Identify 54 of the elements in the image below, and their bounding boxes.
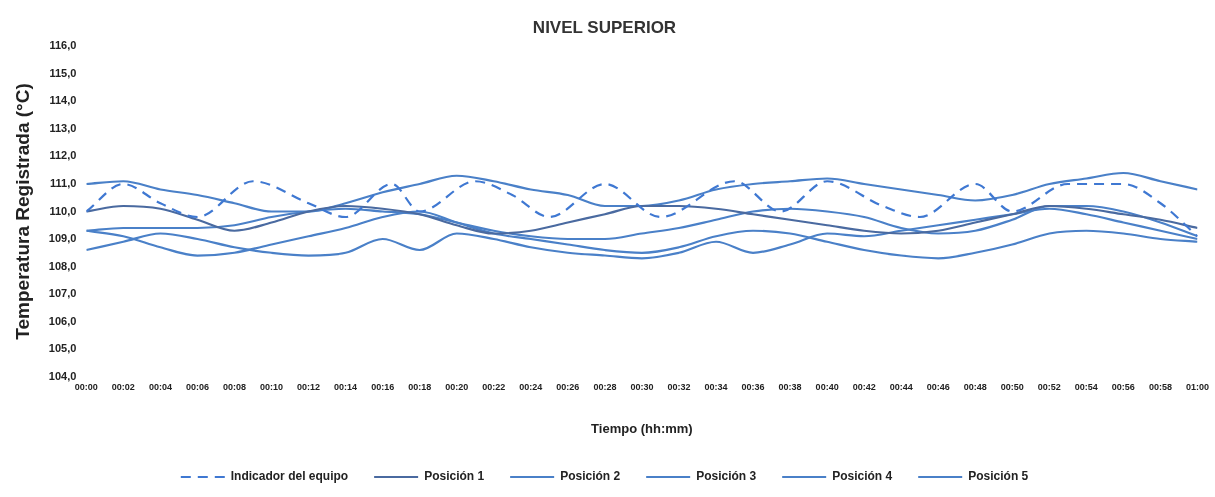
x-tick-label: 00:18 <box>408 382 432 393</box>
x-tick-label: 00:52 <box>1037 382 1061 393</box>
x-tick-label: 00:06 <box>185 382 209 393</box>
x-axis-title: Tiempo (hh:mm) <box>591 420 693 436</box>
y-tick-label: 114,0 <box>49 94 77 107</box>
legend-label: Posición 4 <box>832 469 893 484</box>
y-tick-label: 112,0 <box>49 149 77 162</box>
x-tick-label: 00:22 <box>482 382 506 393</box>
x-tick-label: 00:56 <box>1111 382 1135 393</box>
legend-label: Posición 5 <box>968 469 1029 484</box>
x-tick-label: 00:40 <box>815 382 839 393</box>
x-tick-label: 00:54 <box>1074 382 1098 393</box>
x-tick-label: 00:50 <box>1000 382 1024 393</box>
y-tick-label: 111,0 <box>50 177 77 190</box>
y-tick-label: 115,0 <box>49 66 77 79</box>
chart-title: NIVEL SUPERIOR <box>532 17 677 37</box>
y-tick-label: 105,0 <box>48 342 77 355</box>
x-tick-label: 00:42 <box>852 382 876 393</box>
y-tick-label: 108,0 <box>48 259 77 272</box>
x-tick-label: 00:28 <box>593 382 617 393</box>
x-tick-label: 00:48 <box>963 382 987 393</box>
x-tick-label: 00:30 <box>630 382 654 393</box>
y-tick-label: 110,0 <box>49 204 77 217</box>
x-tick-label: 00:20 <box>445 382 469 393</box>
x-tick-label: 00:02 <box>111 382 135 393</box>
x-tick-label: 00:26 <box>556 382 580 393</box>
y-axis-title: Temperatura Registrada (°C) <box>11 83 33 340</box>
x-tick-label: 00:32 <box>667 382 691 393</box>
legend-label: Posición 1 <box>424 469 485 484</box>
y-tick-label: 104,0 <box>48 369 77 382</box>
x-tick-label: 00:08 <box>222 382 246 393</box>
x-tick-label: 00:36 <box>741 382 765 393</box>
y-tick-label: 107,0 <box>48 287 77 300</box>
y-tick-label: 113,0 <box>49 121 77 134</box>
x-tick-label: 00:00 <box>74 382 98 393</box>
legend-label: Posición 2 <box>560 469 621 484</box>
x-tick-label: 00:46 <box>926 382 950 393</box>
x-tick-label: 00:34 <box>704 382 728 393</box>
x-tick-label: 00:04 <box>148 382 172 393</box>
x-tick-label: 00:24 <box>519 382 543 393</box>
legend-label: Posición 3 <box>696 469 757 484</box>
x-tick-label: 00:14 <box>334 382 358 393</box>
x-tick-label: 00:16 <box>371 382 395 393</box>
x-tick-label: 01:00 <box>1185 382 1210 393</box>
x-tick-label: 00:10 <box>260 382 284 393</box>
line-series <box>86 204 1198 235</box>
x-tick-label: 00:38 <box>778 382 802 393</box>
x-tick-label: 00:44 <box>889 382 913 393</box>
y-tick-label: 116,0 <box>49 39 77 52</box>
x-tick-label: 00:12 <box>297 382 321 393</box>
legend-label: Indicador del equipo <box>230 469 349 484</box>
y-tick-label: 106,0 <box>48 314 77 327</box>
x-tick-label: 00:58 <box>1148 382 1172 393</box>
y-tick-label: 109,0 <box>48 232 77 245</box>
